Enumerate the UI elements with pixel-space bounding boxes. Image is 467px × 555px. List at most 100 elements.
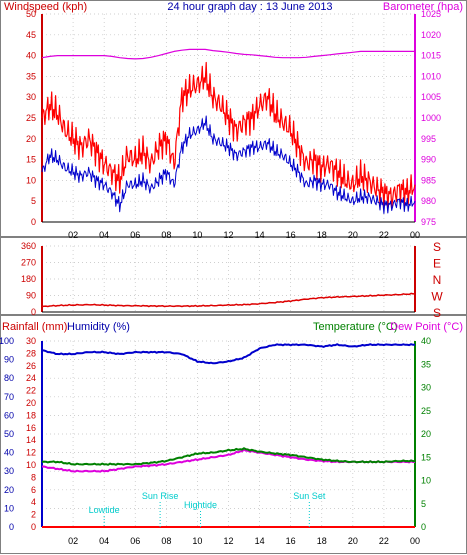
x-tick-label: 04 — [99, 230, 109, 240]
wind-y-tick-label: 45 — [26, 30, 36, 40]
humidity-axis-label: Humidity (%) — [67, 321, 130, 333]
temperature-y-tick-label: 35 — [421, 359, 431, 369]
rainfall-y-tick-label: 2 — [31, 510, 36, 520]
humidity-y-tick-label: 20 — [4, 485, 14, 495]
wind-y-tick-label: 40 — [26, 51, 36, 61]
rainfall-y-tick-label: 0 — [31, 522, 36, 532]
wind-gust-line — [41, 61, 416, 211]
temperature-axis-label: Temperature (°C) — [313, 321, 397, 333]
rainfall-y-tick-label: 20 — [26, 398, 36, 408]
wind-y-tick-label: 5 — [31, 196, 36, 206]
rainfall-y-tick-label: 12 — [26, 448, 36, 458]
wind-y-tick-label: 10 — [26, 175, 36, 185]
direction-y-tick-label: 180 — [21, 274, 36, 284]
x-tick-label: 08 — [161, 536, 171, 546]
barometer-axis-label: Barometer (hpa) — [383, 1, 463, 13]
rainfall-y-tick-label: 26 — [26, 361, 36, 371]
wind-y-tick-label: 0 — [31, 217, 36, 227]
x-tick-label: 08 — [161, 230, 171, 240]
humidity-y-tick-label: 60 — [4, 410, 14, 420]
wind-y-tick-label: 15 — [26, 155, 36, 165]
windspeed-axis-label: Windspeed (kph) — [4, 1, 87, 13]
barometer-y-tick-label: 1010 — [421, 71, 441, 81]
humidity-y-tick-label: 10 — [4, 503, 14, 513]
rainfall-y-tick-label: 14 — [26, 435, 36, 445]
x-tick-label: 12 — [223, 230, 233, 240]
humidity-line — [41, 343, 416, 365]
rainfall-y-tick-label: 6 — [31, 485, 36, 495]
barometer-y-tick-label: 985 — [421, 175, 436, 185]
wind-y-tick-label: 50 — [26, 9, 36, 19]
barometer-line — [41, 48, 415, 60]
temperature-y-tick-label: 40 — [421, 336, 431, 346]
humidity-y-tick-label: 50 — [4, 429, 14, 439]
temperature-y-tick-label: 20 — [421, 429, 431, 439]
x-tick-label: 00 — [410, 230, 420, 240]
barometer-y-tick-label: 1005 — [421, 92, 441, 102]
wind-average-line — [41, 115, 416, 214]
compass-point-label: E — [433, 257, 441, 271]
event-annotation-label: Hightide — [184, 500, 217, 510]
rainfall-y-tick-label: 8 — [31, 472, 36, 482]
x-tick-label: 06 — [130, 536, 140, 546]
chart-title: 24 hour graph day : 13 June 2013 — [167, 1, 332, 13]
event-annotation-label: Sun Set — [293, 491, 326, 501]
x-tick-label: 00 — [410, 536, 420, 546]
rainfall-y-tick-label: 16 — [26, 423, 36, 433]
rainfall-y-tick-label: 18 — [26, 410, 36, 420]
x-tick-label: 12 — [223, 536, 233, 546]
direction-y-tick-label: 0 — [31, 307, 36, 317]
humidity-y-tick-label: 30 — [4, 466, 14, 476]
direction-y-tick-label: 270 — [21, 258, 36, 268]
wind-y-tick-label: 25 — [26, 113, 36, 123]
x-tick-label: 22 — [379, 230, 389, 240]
dew-point-line — [41, 448, 416, 473]
x-tick-label: 20 — [348, 230, 358, 240]
wind-y-tick-label: 30 — [26, 92, 36, 102]
x-tick-label: 20 — [348, 536, 358, 546]
direction-y-tick-label: 360 — [21, 241, 36, 251]
rainfall-axis-label: Rainfall (mm) — [2, 321, 67, 333]
x-tick-label: 06 — [130, 230, 140, 240]
compass-point-label: S — [433, 240, 441, 254]
temperature-line — [41, 447, 416, 466]
direction-y-tick-label: 90 — [26, 291, 36, 301]
x-tick-label: 02 — [68, 230, 78, 240]
barometer-y-tick-label: 980 — [421, 196, 436, 206]
temperature-y-tick-label: 5 — [421, 499, 426, 509]
x-tick-label: 16 — [286, 536, 296, 546]
compass-point-label: N — [433, 273, 442, 287]
barometer-y-tick-label: 995 — [421, 134, 436, 144]
wind-y-tick-label: 20 — [26, 134, 36, 144]
x-tick-label: 22 — [379, 536, 389, 546]
rainfall-y-tick-label: 4 — [31, 497, 36, 507]
humidity-y-tick-label: 70 — [4, 392, 14, 402]
barometer-y-tick-label: 1015 — [421, 51, 441, 61]
compass-point-label: S — [433, 306, 441, 320]
x-tick-label: 16 — [286, 230, 296, 240]
wind-direction-line — [41, 292, 416, 308]
barometer-y-tick-label: 990 — [421, 155, 436, 165]
humidity-y-tick-label: 40 — [4, 448, 14, 458]
x-tick-label: 10 — [192, 536, 202, 546]
event-annotation-label: Lowtide — [89, 505, 120, 515]
climate-panel-frame — [0, 315, 467, 554]
temperature-y-tick-label: 30 — [421, 383, 431, 393]
humidity-y-tick-label: 0 — [9, 522, 14, 532]
x-tick-label: 18 — [317, 536, 327, 546]
barometer-y-tick-label: 1020 — [421, 30, 441, 40]
x-tick-label: 18 — [317, 230, 327, 240]
temperature-y-tick-label: 0 — [421, 522, 426, 532]
rainfall-y-tick-label: 10 — [26, 460, 36, 470]
rainfall-y-tick-label: 22 — [26, 386, 36, 396]
rainfall-y-tick-label: 30 — [26, 336, 36, 346]
x-tick-label: 10 — [192, 230, 202, 240]
rainfall-y-tick-label: 24 — [26, 373, 36, 383]
temperature-y-tick-label: 10 — [421, 476, 431, 486]
humidity-y-tick-label: 100 — [0, 336, 14, 346]
humidity-y-tick-label: 90 — [4, 355, 14, 365]
dewpoint-axis-label: Dew Point (°C) — [390, 321, 463, 333]
humidity-y-tick-label: 80 — [4, 373, 14, 383]
x-tick-label: 02 — [68, 536, 78, 546]
